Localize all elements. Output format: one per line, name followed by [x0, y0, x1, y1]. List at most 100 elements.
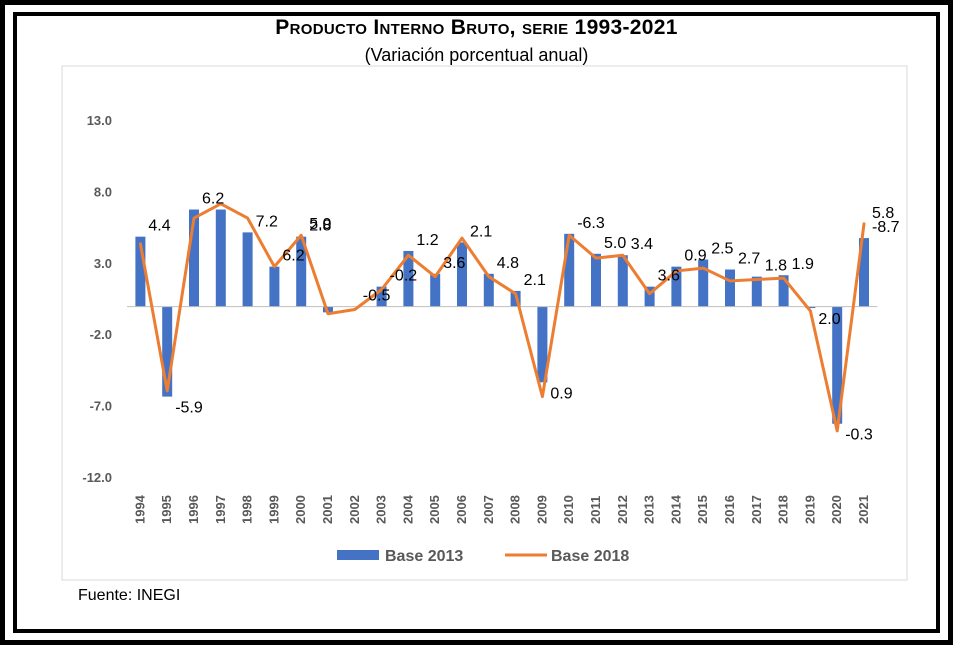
data-label-2010: -6.3 — [577, 215, 605, 232]
x-tick-label: 2012 — [615, 495, 630, 524]
bar-1997 — [215, 209, 226, 307]
bar-2016 — [725, 269, 735, 307]
bar-2020 — [832, 306, 843, 424]
legend-swatch-bar — [337, 550, 379, 560]
data-label-2019: 2.0 — [818, 311, 840, 328]
data-label-1998: 7.2 — [256, 213, 278, 230]
data-label-2013: 3.6 — [658, 268, 680, 285]
bar-1998 — [242, 232, 253, 307]
bars-group — [135, 209, 869, 424]
bar-2000 — [296, 236, 307, 307]
x-tick-label: 2011 — [588, 496, 603, 524]
bar-1996 — [189, 209, 199, 307]
x-tick-label: 2019 — [802, 495, 817, 524]
y-tick-label: 8.0 — [94, 184, 112, 199]
data-label-2015: 2.5 — [711, 241, 733, 258]
x-tick-label: 1999 — [266, 495, 281, 524]
line-base-2018 — [138, 202, 866, 433]
x-tick-label: 2013 — [642, 495, 657, 524]
y-tick-label: -7.0 — [90, 399, 112, 414]
bar-2004 — [403, 250, 414, 307]
y-axis: 13.0 8.0 3.0 -2.0 -7.0 -12.0 — [82, 113, 112, 485]
chart-subtitle: (Variación porcentual anual) — [364, 45, 589, 65]
x-tick-label: 2005 — [427, 495, 442, 524]
legend-label-line: Base 2018 — [551, 548, 629, 565]
x-tick-label: 2014 — [668, 494, 683, 524]
data-label-2009: 0.9 — [550, 385, 572, 402]
x-tick-label: 2018 — [776, 495, 791, 524]
data-labels-group: 4.4 -5.9 6.2 7.2 6.2 2.8 -0.5 -0.2 1.2 3.6 2.1 4.8 2… — [148, 191, 899, 444]
data-label-1996: 6.2 — [202, 191, 224, 208]
data-label-2002: -0.5 — [363, 288, 391, 305]
x-tick-label: 1994 — [132, 494, 147, 524]
x-tick-label: 1995 — [159, 495, 174, 524]
data-label-2008: 2.1 — [524, 272, 546, 289]
source-note: Fuente: INEGI — [78, 587, 181, 604]
x-tick-label: 2017 — [749, 495, 764, 524]
line-label-2000: 5.0 — [309, 216, 331, 233]
line-label-2021: 5.8 — [872, 205, 894, 222]
bar-1999 — [269, 266, 280, 307]
data-label-2003: -0.2 — [390, 268, 418, 285]
data-label-2012: 3.4 — [631, 236, 653, 253]
plot-border — [61, 65, 908, 581]
x-tick-label: 2007 — [481, 495, 496, 524]
x-tick-label: 2009 — [534, 495, 549, 524]
x-tick-label: 2004 — [400, 494, 415, 524]
chart-title: Producto Interno Bruto, serie 1993-2021 — [275, 16, 678, 39]
x-tick-label: 2002 — [347, 495, 362, 524]
bar-1995 — [162, 306, 173, 397]
data-label-2018: 1.9 — [792, 256, 814, 273]
data-label-1994: 4.4 — [148, 218, 170, 235]
data-label-1995: -5.9 — [175, 400, 203, 417]
data-label-2020: -0.3 — [845, 427, 873, 444]
bar-2012 — [617, 255, 628, 307]
data-label-2014: 0.9 — [684, 248, 706, 265]
x-tick-label: 2015 — [695, 495, 710, 524]
x-tick-label: 2003 — [374, 495, 389, 524]
data-label-2017: 1.8 — [765, 258, 787, 275]
bar-2003 — [376, 286, 387, 307]
x-tick-label: 2008 — [508, 495, 523, 524]
y-tick-label: -12.0 — [82, 470, 112, 485]
x-tick-label: 2000 — [293, 495, 308, 524]
bar-2015 — [698, 259, 709, 307]
data-label-2006: 2.1 — [470, 223, 492, 240]
bar-2006 — [457, 242, 467, 307]
y-tick-label: 3.0 — [94, 256, 112, 271]
x-tick-label: 2006 — [454, 495, 469, 524]
y-tick-label: -2.0 — [90, 327, 112, 342]
bar-1994 — [135, 236, 146, 307]
bar-2013 — [644, 286, 655, 307]
x-tick-label: 1997 — [213, 495, 228, 524]
data-label-2005: 3.6 — [443, 255, 465, 272]
x-tick-label: 2010 — [561, 495, 576, 524]
data-label-2007: 4.8 — [497, 255, 519, 272]
x-axis: 1994 1995 1996 1997 1998 1999 2000 2001 2002 2003… — [132, 494, 871, 524]
data-label-2011: 5.0 — [604, 235, 626, 252]
bar-2017 — [751, 276, 762, 307]
data-label-2004: 1.2 — [416, 232, 438, 249]
bar-2005 — [430, 273, 441, 307]
bar-2018 — [778, 275, 789, 307]
bar-2009 — [537, 306, 548, 383]
bar-2011 — [591, 253, 601, 307]
inner-frame — [13, 12, 940, 633]
bar-2019 — [805, 306, 816, 309]
legend: Base 2013 Base 2018 — [337, 548, 629, 565]
bar-2014 — [671, 266, 682, 307]
x-tick-label: 2016 — [722, 495, 737, 524]
legend-label-bar: Base 2013 — [385, 548, 463, 565]
bar-2007 — [483, 273, 494, 307]
x-tick-label: 2001 — [320, 495, 335, 524]
y-tick-label: 13.0 — [87, 113, 112, 128]
bar-2010 — [564, 233, 575, 307]
bar-2021 — [859, 238, 869, 307]
data-label-1999: 6.2 — [282, 248, 304, 265]
data-label-2000: 2.8 — [309, 218, 331, 235]
data-label-2021: -8.7 — [872, 219, 900, 236]
x-tick-label: 2021 — [856, 495, 871, 524]
x-tick-label: 1996 — [186, 495, 201, 524]
x-tick-label: 2020 — [829, 495, 844, 524]
